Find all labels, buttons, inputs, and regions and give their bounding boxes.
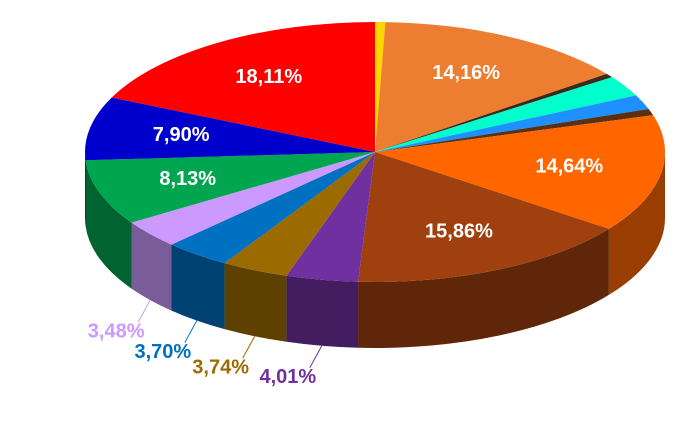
slice [224,152,375,276]
slice [111,21,375,152]
slice [286,152,375,282]
slice [85,97,375,161]
data-label: 18,11% [235,66,302,88]
data-label: 15,86% [425,220,493,242]
slice-side [131,222,172,311]
slice-side [171,244,225,330]
slice [358,152,609,282]
slice [375,95,649,152]
slice [375,108,654,152]
slice [131,152,375,245]
slice-side [85,160,132,289]
slice-side [224,263,287,342]
leader-line [309,345,323,369]
data-label: 4,01% [259,366,316,388]
data-label: 14,64% [535,155,603,177]
data-label: 3,74% [192,357,249,379]
leader-line [242,336,256,359]
slice-side [85,152,86,227]
leader-line [184,320,198,343]
data-label: 7,90% [153,124,210,146]
slice [375,77,637,152]
slice [375,22,386,152]
data-label: 3,70% [134,341,191,363]
leader-line [137,299,151,323]
slice-side [358,228,609,348]
slice [85,152,376,223]
slice [171,152,375,264]
slice [375,115,666,229]
slice-side [608,152,665,295]
slice [375,73,613,152]
data-label: 14,16% [432,62,500,84]
data-label: 3,48% [88,320,145,342]
data-label: 8,13% [159,168,216,190]
slice-side [286,275,359,348]
slice [375,22,607,153]
